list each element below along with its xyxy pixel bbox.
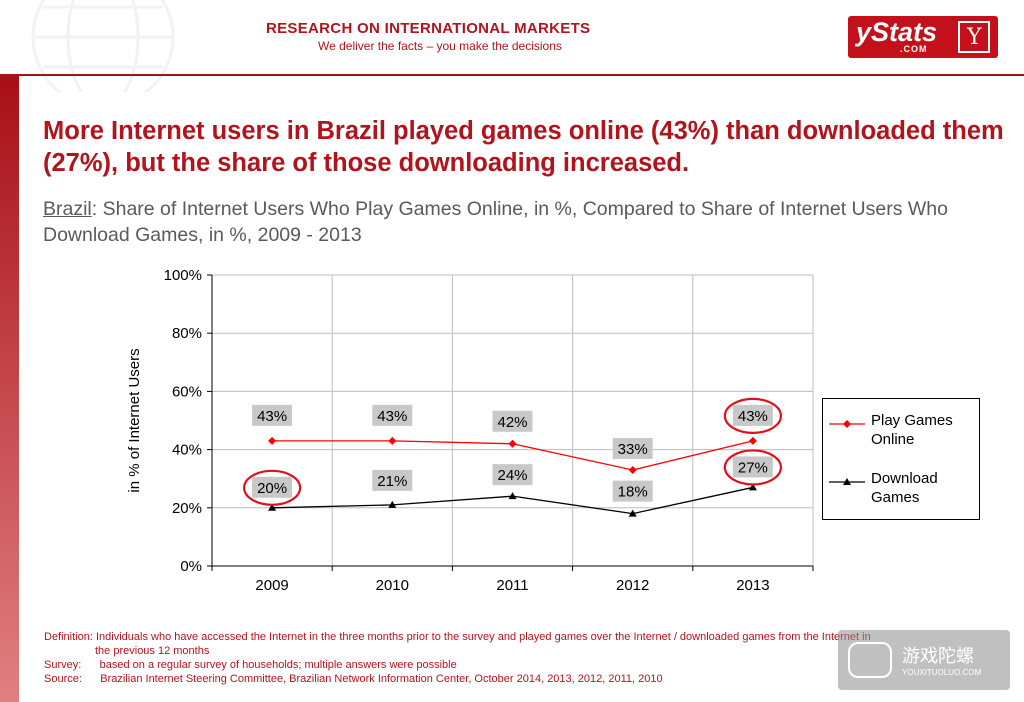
watermark-text: 游戏陀螺 [902,646,974,666]
data-point-download-games [748,483,757,491]
data-label-box-download-games [252,476,293,498]
slide-title: More Internet users in Brazil played gam… [43,117,1004,177]
data-label-download-games: 21% [377,473,407,490]
logo-sub: .COM [900,44,928,54]
data-label-play-games: 43% [257,408,287,425]
data-label-play-games: 33% [618,441,648,458]
ystats-logo[interactable]: yStats .COM Y [848,16,998,58]
data-point-download-games [628,509,637,517]
globe-icon [31,0,175,92]
data-point-download-games [388,500,397,508]
header-tagline: We deliver the facts – you make the deci… [318,39,562,53]
data-label-box-download-games [612,480,653,502]
legend-item-play-games: Play Games Online [823,411,981,455]
data-label-box-play-games [612,437,653,459]
legend-label-download-games: Download Games [871,470,938,506]
definition-label: Definition: [44,631,93,643]
highlight-circle [723,449,783,486]
logo-mark: Y [958,21,990,53]
data-label-box-download-games [492,464,533,486]
legend-marker-download-games [829,478,865,485]
data-point-play-games [268,436,277,445]
legend-marker-play-games [829,420,865,428]
x-tick-label: 2012 [616,577,649,594]
x-tick-label: 2013 [736,577,769,594]
legend-label-play-games: Play Games Online [871,412,953,448]
data-point-download-games [268,503,277,511]
source-text: Brazilian Internet Steering Committee, B… [100,673,663,685]
x-tick-label: 2010 [376,577,409,594]
y-tick-label: 0% [180,558,202,575]
data-point-play-games [748,436,757,445]
highlight-circle [723,397,783,434]
data-label-play-games: 43% [377,408,407,425]
data-label-download-games: 18% [618,484,648,501]
data-label-play-games: 42% [497,414,527,431]
line-chart: 0% 20% 40% 60% 80% 100% 2009 2010 2011 2012 2013 in… [126,267,814,594]
y-tick-label: 20% [172,500,202,517]
survey-label: Survey: [44,659,82,671]
data-point-play-games [508,439,517,448]
survey-text: based on a regular survey of households;… [99,659,457,671]
subtitle-text: : Share of Internet Users Who Play Games… [43,198,948,246]
footnotes: Definition: Individuals who have accesse… [44,630,1014,686]
footnote-survey: Survey: based on a regular survey of hou… [44,658,1014,672]
side-accent-bar [0,74,19,702]
y-tick-label: 100% [164,267,202,284]
data-label-box-play-games [252,404,293,426]
header-title: RESEARCH ON INTERNATIONAL MARKETS [266,20,591,37]
data-label-box-download-games [732,456,773,478]
y-tick-label: 60% [172,383,202,400]
data-label-box-play-games [732,404,773,426]
data-label-box-play-games [372,404,413,426]
data-label-download-games: 20% [257,480,287,497]
definition-text: Individuals who have accessed the Intern… [95,631,871,643]
chart-legend: Play Games Online Download Games [822,398,980,520]
data-label-box-download-games [372,469,413,491]
watermark: 游戏陀螺 YOUXITUOLUO.COM [838,630,1010,690]
subtitle-country: Brazil [43,198,92,220]
footnote-source: Source: Brazilian Internet Steering Comm… [44,672,1014,686]
source-label: Source: [44,673,82,685]
x-tick-label: 2011 [496,577,528,594]
header-divider [19,74,1024,76]
legend-item-download-games: Download Games [823,469,981,513]
header: RESEARCH ON INTERNATIONAL MARKETS We del… [0,0,1024,92]
data-label-play-games: 43% [738,408,768,425]
data-label-box-play-games [492,410,533,432]
y-tick-label: 40% [172,442,202,459]
data-point-download-games [508,492,517,500]
y-axis-title: in % of Internet Users [126,348,143,492]
footnote-definition-cont: the previous 12 months [95,645,210,657]
highlight-circle [243,469,302,506]
footnote-definition: Definition: Individuals who have accesse… [44,630,1014,644]
gamepad-icon [848,642,892,678]
logo-text: yStats [856,17,938,47]
data-label-download-games: 27% [738,459,768,476]
data-point-play-games [628,465,637,474]
logo-mark-letter: Y [967,25,982,50]
watermark-url: YOUXITUOLUO.COM [902,668,982,677]
data-point-play-games [388,436,397,445]
x-tick-label: 2009 [255,577,288,594]
slide-subtitle: Brazil: Share of Internet Users Who Play… [43,196,1003,248]
data-label-download-games: 24% [497,467,527,484]
y-tick-label: 80% [172,325,202,342]
